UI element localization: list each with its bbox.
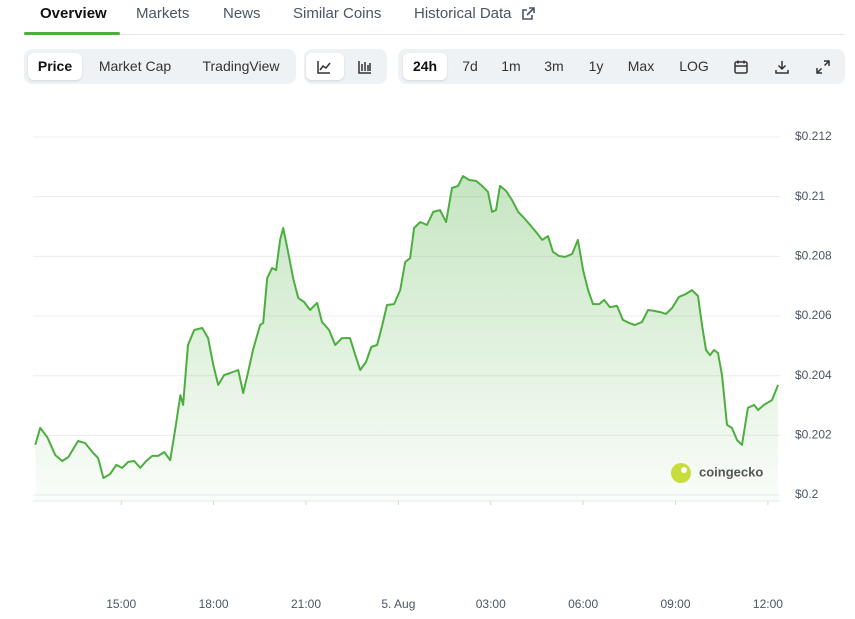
watermark: coingecko	[699, 464, 763, 479]
external-link-icon	[522, 7, 535, 20]
x-tick-label: 12:00	[753, 597, 783, 611]
range-button[interactable]: 1y	[588, 58, 604, 74]
x-tick-label: 09:00	[661, 597, 691, 611]
view-button[interactable]: Price	[28, 53, 82, 80]
calendar-icon[interactable]	[733, 59, 749, 75]
watermark-logo	[671, 463, 691, 483]
watermark-logo-eye	[681, 467, 687, 473]
tab[interactable]: Similar Coins	[293, 5, 382, 22]
candle-chart-icon[interactable]	[357, 59, 373, 75]
line-chart-icon	[317, 61, 331, 74]
view-button[interactable]: TradingView	[202, 58, 280, 74]
tab[interactable]: News	[223, 5, 261, 22]
x-tick-label: 5. Aug	[381, 597, 415, 611]
range-group	[398, 49, 845, 84]
range-button[interactable]: 1m	[501, 58, 521, 74]
y-tick-label: $0.208	[795, 249, 832, 263]
range-button[interactable]: 3m	[544, 58, 564, 74]
fullscreen-icon[interactable]	[815, 59, 831, 75]
y-tick-label: $0.202	[795, 428, 832, 442]
active-tab-indicator	[24, 32, 120, 35]
tab-divider	[24, 34, 845, 35]
x-tick-label: 18:00	[199, 597, 229, 611]
range-button[interactable]: LOG	[679, 58, 709, 74]
tab[interactable]: Historical Data	[414, 5, 512, 22]
y-tick-label: $0.212	[795, 129, 832, 143]
y-tick-label: $0.21	[795, 189, 825, 203]
y-tick-label: $0.204	[795, 368, 832, 382]
tab[interactable]: Markets	[136, 5, 190, 22]
x-tick-label: 03:00	[476, 597, 506, 611]
price-area	[35, 176, 779, 501]
x-tick-label: 21:00	[291, 597, 321, 611]
x-tick-label: 06:00	[568, 597, 598, 611]
tab[interactable]: Overview	[40, 5, 107, 22]
download-icon[interactable]	[774, 59, 790, 75]
view-button[interactable]: Market Cap	[98, 58, 172, 74]
x-tick-label: 15:00	[106, 597, 136, 611]
price-line	[34, 175, 780, 479]
range-button[interactable]: Max	[627, 58, 655, 74]
range-button[interactable]: 24h	[403, 53, 447, 80]
y-tick-label: $0.206	[795, 308, 832, 322]
y-tick-label: $0.2	[795, 487, 819, 501]
range-button[interactable]: 7d	[462, 58, 478, 74]
